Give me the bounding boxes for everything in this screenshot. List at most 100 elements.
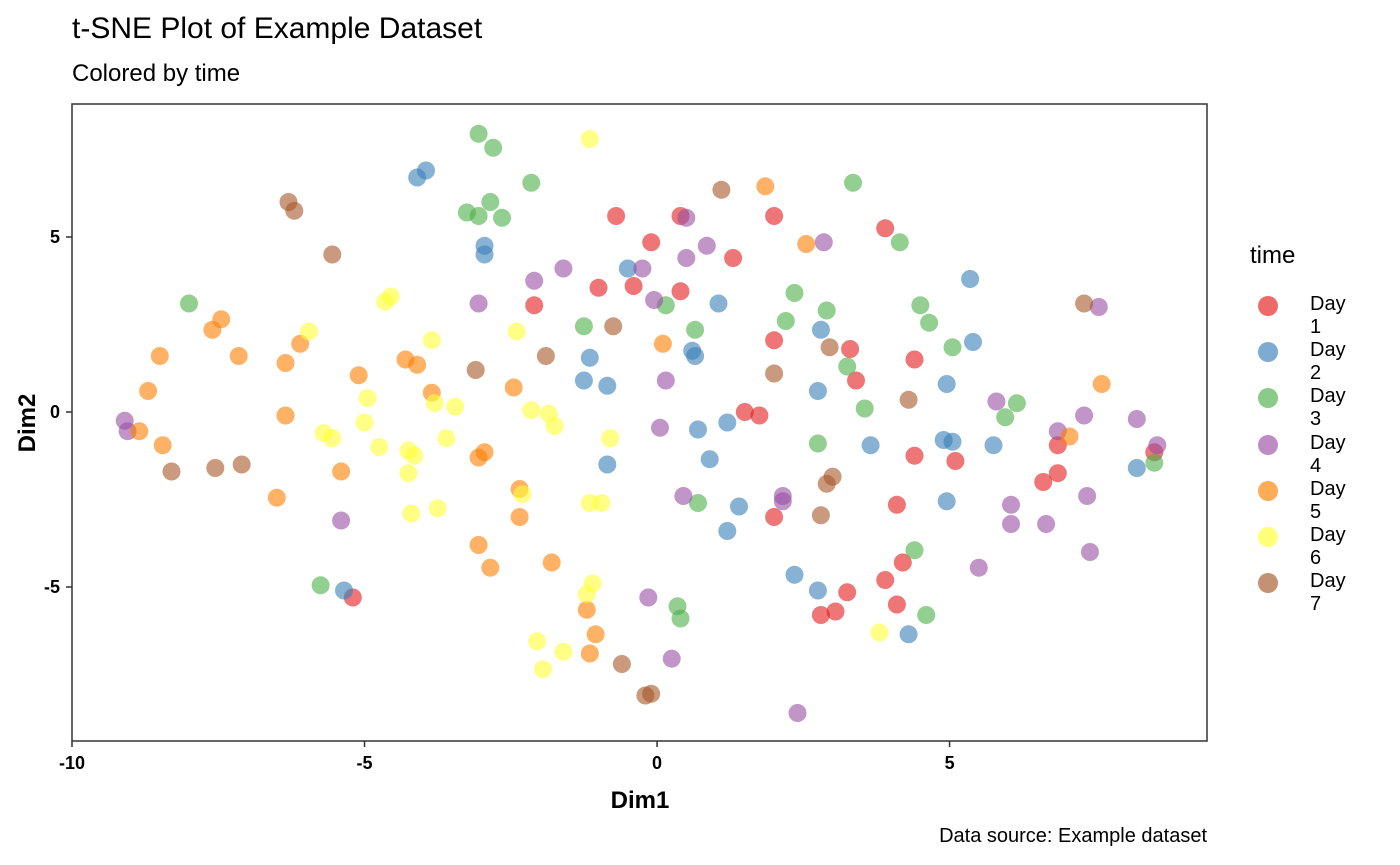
point-day-4-21 (773, 492, 792, 511)
point-day-6-23 (513, 485, 532, 504)
point-day-2-15 (730, 497, 748, 516)
point-day-4-9 (656, 371, 675, 390)
point-day-6-15 (370, 438, 389, 456)
point-day-6-25 (592, 494, 611, 512)
point-day-4-18 (1002, 515, 1020, 533)
point-day-6-4 (422, 331, 441, 350)
point-day-4-16 (1078, 487, 1097, 505)
point-day-4-14 (1148, 436, 1167, 455)
y-tick-label: 0 (50, 402, 60, 422)
point-day-5-26 (542, 553, 561, 572)
point-day-3-22 (808, 434, 827, 453)
point-day-2-16 (718, 522, 737, 540)
point-day-2-12 (718, 413, 737, 432)
point-day-2-30 (899, 625, 918, 644)
legend-label: Day 5 (1310, 477, 1346, 523)
point-day-3-4 (469, 207, 488, 225)
point-day-5-17 (276, 406, 295, 425)
x-tick-label: -5 (357, 753, 373, 773)
point-day-7-14 (162, 462, 181, 481)
point-day-7-5 (536, 347, 555, 365)
point-day-3-24 (905, 541, 924, 560)
point-day-1-13 (905, 350, 924, 369)
point-day-4-8 (645, 291, 664, 309)
point-day-1-24 (893, 553, 912, 572)
point-day-5-15 (130, 422, 149, 441)
legend-swatch (1258, 342, 1278, 363)
point-day-1-22 (887, 495, 906, 514)
point-day-1-29 (811, 606, 830, 624)
point-day-7-15 (206, 459, 225, 477)
point-day-2-7 (686, 347, 705, 365)
legend-swatch (1258, 480, 1278, 501)
point-day-2-4 (618, 259, 637, 278)
point-day-1-6 (589, 278, 608, 297)
point-day-3-19 (855, 399, 874, 418)
point-day-7-2 (285, 201, 304, 220)
point-day-3-0 (469, 124, 488, 143)
point-day-3-5 (481, 193, 500, 211)
point-day-1-7 (624, 277, 643, 295)
point-day-2-20 (937, 375, 956, 393)
point-day-6-20 (601, 429, 620, 448)
point-day-6-12 (355, 413, 374, 432)
point-day-4-0 (677, 208, 696, 227)
point-day-5-10 (229, 347, 248, 365)
point-day-3-18 (838, 357, 857, 376)
point-day-1-10 (765, 331, 784, 350)
point-day-3-20 (1007, 394, 1026, 413)
point-day-5-2 (653, 334, 672, 353)
point-day-4-10 (987, 392, 1006, 411)
point-day-4-27 (662, 649, 681, 668)
point-day-4-22 (674, 487, 693, 505)
point-day-5-12 (212, 310, 231, 329)
point-day-6-9 (522, 401, 541, 420)
point-day-5-16 (153, 436, 172, 455)
y-axis-title: Dim2 (14, 394, 41, 453)
point-day-6-8 (446, 397, 465, 416)
point-day-5-18 (332, 462, 351, 481)
legend-label: Day 3 (1310, 385, 1346, 431)
point-day-1-16 (905, 446, 924, 465)
point-day-4-4 (633, 259, 652, 278)
point-day-5-3 (504, 378, 523, 397)
point-day-6-7 (425, 394, 444, 413)
point-day-5-19 (267, 488, 286, 507)
point-day-2-13 (700, 450, 719, 469)
point-day-7-19 (636, 686, 655, 705)
point-day-6-6 (358, 389, 377, 407)
point-day-4-6 (525, 271, 544, 290)
point-day-3-10 (817, 301, 836, 320)
point-day-4-5 (554, 259, 573, 278)
point-day-1-28 (826, 602, 845, 621)
point-day-2-10 (574, 371, 593, 390)
point-day-6-22 (428, 499, 447, 518)
point-day-5-6 (408, 355, 427, 374)
point-day-3-29 (180, 294, 198, 313)
point-day-2-28 (785, 565, 804, 584)
point-day-2-23 (984, 436, 1003, 455)
point-day-6-29 (534, 660, 552, 679)
point-day-3-16 (920, 313, 939, 332)
point-day-6-30 (554, 642, 573, 661)
point-day-1-26 (838, 583, 857, 602)
point-day-2-18 (808, 382, 827, 400)
point-day-2-19 (861, 436, 880, 455)
point-day-4-24 (1081, 543, 1099, 561)
point-day-7-9 (899, 390, 918, 409)
point-day-4-31 (332, 511, 351, 530)
point-day-2-22 (943, 432, 962, 451)
legend-swatch (1258, 573, 1278, 594)
point-day-1-9 (525, 296, 544, 315)
point-day-5-30 (1060, 427, 1079, 446)
point-day-6-27 (577, 585, 596, 603)
point-day-2-29 (808, 581, 827, 600)
point-day-3-7 (844, 173, 862, 192)
point-day-2-3 (475, 245, 494, 264)
point-day-2-17 (811, 320, 830, 339)
legend-label: Day 2 (1310, 339, 1346, 385)
point-day-5-0 (756, 177, 775, 196)
point-day-3-15 (911, 296, 930, 315)
point-day-2-8 (580, 348, 599, 367)
